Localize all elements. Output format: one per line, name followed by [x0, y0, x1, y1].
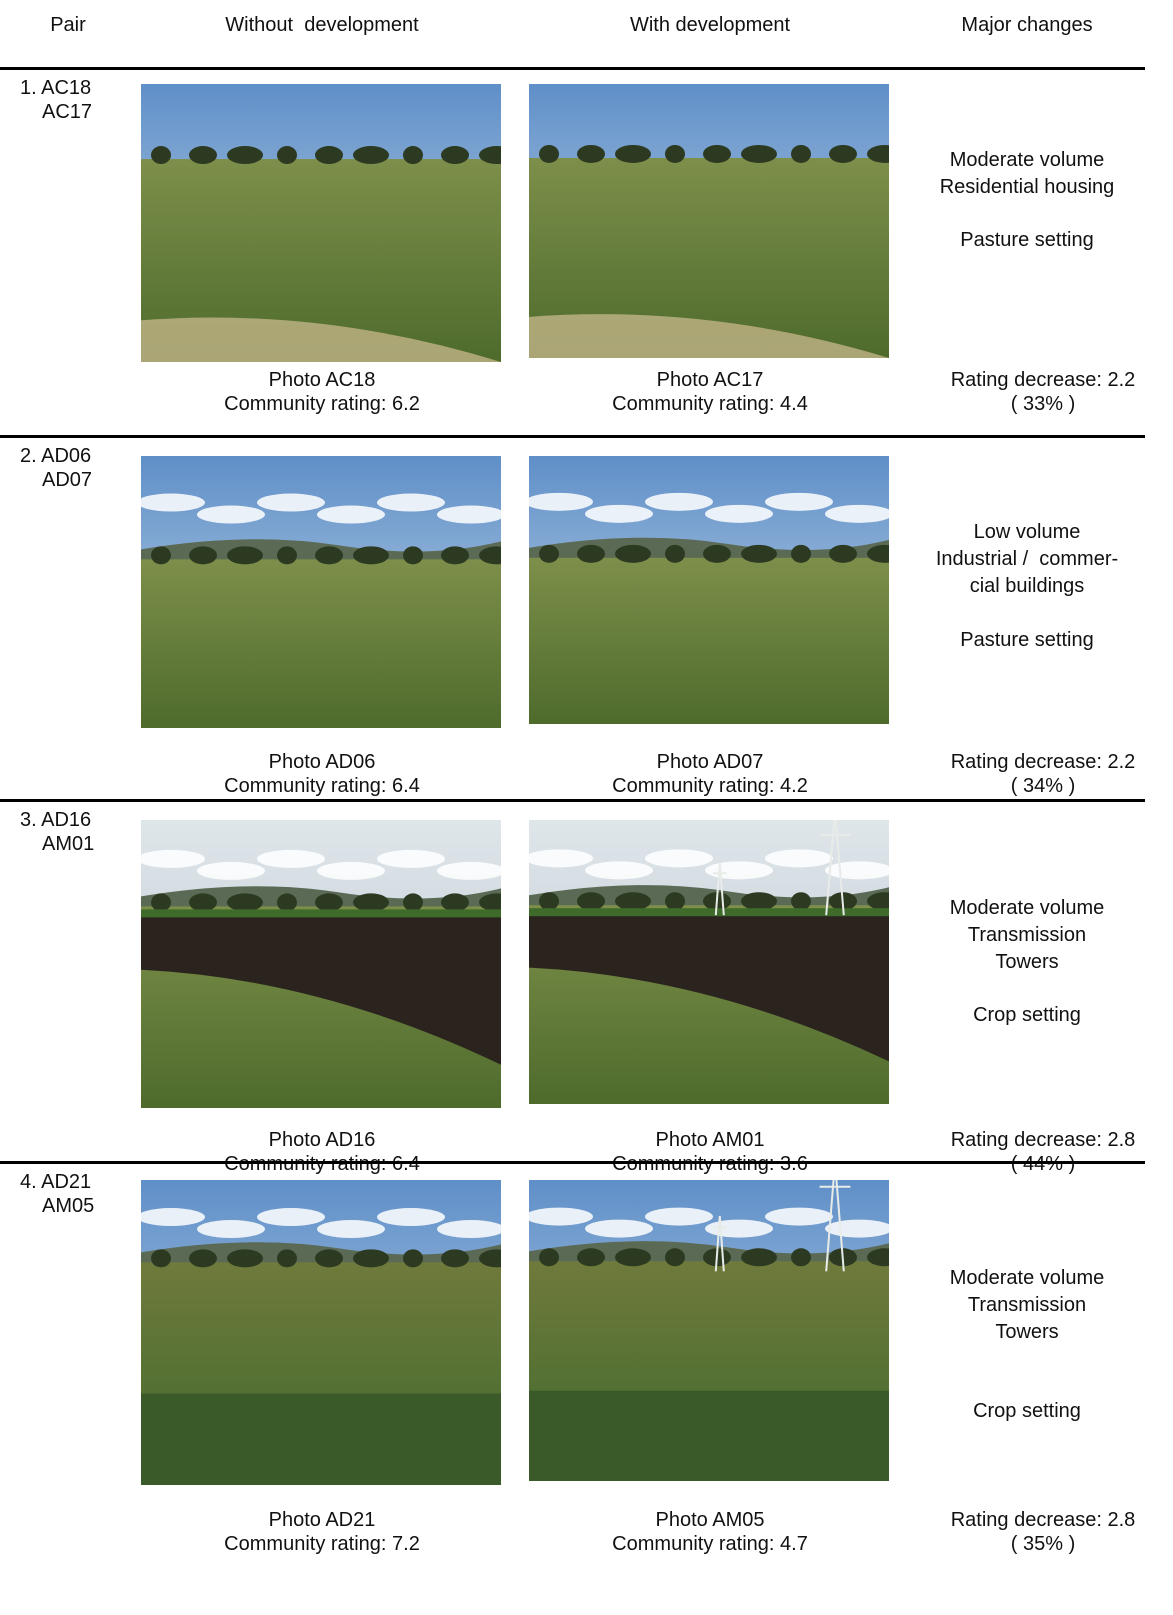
change-line: Transmission	[967, 1294, 1087, 1316]
header-changes: Major changes	[961, 14, 1093, 36]
change-line: Low volume	[973, 521, 1081, 543]
photo-caption: Photo AM01	[655, 1129, 765, 1151]
photo-caption: Community rating: 6.2	[224, 393, 420, 415]
pair-label: 4. AD21	[20, 1171, 92, 1193]
photo	[529, 820, 889, 1104]
pair-label: AM01	[42, 833, 95, 855]
rating-decrease: ( 33% )	[1010, 393, 1076, 415]
photo	[141, 820, 501, 1108]
change-line: Transmission	[967, 924, 1087, 946]
pair-label: AD07	[42, 469, 93, 491]
photo	[529, 456, 889, 724]
change-line: Moderate volume	[949, 897, 1105, 919]
photo-caption: Community rating: 7.2	[224, 1533, 420, 1555]
pair-label: 1. AC18	[20, 77, 92, 99]
setting: Pasture setting	[960, 229, 1094, 251]
rating-decrease: Rating decrease: 2.8	[950, 1509, 1136, 1531]
setting: Crop setting	[973, 1004, 1081, 1026]
photo-caption: Photo AD06	[268, 751, 376, 773]
row-rule	[0, 435, 1145, 438]
change-line: Moderate volume	[949, 149, 1105, 171]
rating-decrease: ( 34% )	[1010, 775, 1076, 797]
photo-caption: Community rating: 6.4	[224, 775, 420, 797]
photo-caption: Photo AC17	[656, 369, 764, 391]
photo	[529, 84, 889, 358]
photo-caption: Community rating: 6.4	[224, 1153, 420, 1175]
setting: Pasture setting	[960, 629, 1094, 651]
photo	[141, 84, 501, 362]
pair-label: 2. AD06	[20, 445, 92, 467]
pair-label: AM05	[42, 1195, 95, 1217]
photo	[529, 1180, 889, 1481]
photo-caption: Photo AC18	[268, 369, 376, 391]
change-line: Towers	[995, 951, 1059, 973]
change-line: Towers	[995, 1321, 1059, 1343]
rating-decrease: Rating decrease: 2.2	[950, 751, 1136, 773]
row-rule	[0, 1161, 1145, 1164]
rating-decrease: ( 44% )	[1010, 1153, 1076, 1175]
rating-decrease: Rating decrease: 2.2	[950, 369, 1136, 391]
photo-caption: Community rating: 3.6	[612, 1153, 808, 1175]
setting: Crop setting	[973, 1400, 1081, 1422]
rating-decrease: Rating decrease: 2.8	[950, 1129, 1136, 1151]
change-line: Industrial / commer-	[935, 548, 1119, 570]
pair-label: 3. AD16	[20, 809, 92, 831]
photo-caption: Photo AD07	[656, 751, 764, 773]
photo-caption: Photo AD16	[268, 1129, 376, 1151]
photo-caption: Community rating: 4.4	[612, 393, 808, 415]
row-rule	[0, 67, 1145, 70]
change-line: cial buildings	[969, 575, 1085, 597]
photo-caption: Photo AD21	[268, 1509, 376, 1531]
photo-caption: Community rating: 4.2	[612, 775, 808, 797]
rating-decrease: ( 35% )	[1010, 1533, 1076, 1555]
header-without: Without development	[225, 14, 419, 36]
pair-label: AC17	[42, 101, 93, 123]
photo	[141, 1180, 501, 1485]
photo-caption: Community rating: 4.7	[612, 1533, 808, 1555]
photo-caption: Photo AM05	[655, 1509, 765, 1531]
change-line: Residential housing	[939, 176, 1115, 198]
row-rule	[0, 799, 1145, 802]
header-with: With development	[629, 14, 791, 36]
change-line: Moderate volume	[949, 1267, 1105, 1289]
photo	[141, 456, 501, 728]
header-pair: Pair	[50, 14, 86, 36]
